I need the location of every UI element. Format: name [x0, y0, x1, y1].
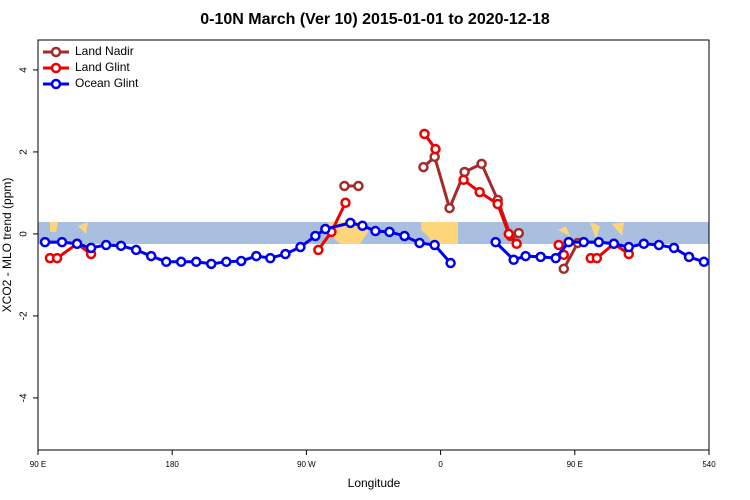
- data-point: [553, 239, 564, 251]
- data-point: [265, 252, 276, 264]
- data-point: [458, 174, 469, 186]
- data-point: [295, 241, 306, 253]
- data-point: [235, 255, 247, 267]
- x-tick-label: 540: [702, 460, 716, 469]
- land-africa: [421, 222, 458, 244]
- data-point: [56, 236, 68, 248]
- data-point: [384, 226, 395, 238]
- legend-label: Land Nadir: [75, 44, 134, 58]
- data-point: [115, 240, 127, 252]
- x-tick-label: 180: [166, 460, 180, 469]
- data-point: [145, 250, 157, 262]
- data-point: [175, 256, 187, 268]
- data-point: [357, 220, 368, 231]
- data-point: [160, 256, 172, 268]
- data-point: [221, 256, 232, 268]
- data-point: [310, 230, 321, 242]
- legend-label: Ocean Glint: [75, 76, 139, 90]
- data-point: [280, 248, 291, 260]
- data-point: [444, 202, 455, 214]
- legend-label: Land Glint: [75, 60, 130, 74]
- data-point: [445, 257, 456, 269]
- data-point: [418, 161, 429, 173]
- legend-marker: [50, 46, 62, 58]
- data-point: [492, 198, 503, 210]
- y-tick-label: -4: [19, 393, 30, 402]
- data-point: [51, 252, 63, 264]
- data-point: [520, 250, 531, 262]
- data-point: [511, 238, 522, 250]
- data-point: [345, 217, 356, 229]
- x-tick-label: 90 E: [30, 460, 46, 469]
- data-point: [430, 143, 441, 155]
- data-point: [558, 263, 570, 275]
- data-point: [429, 239, 440, 251]
- data-point: [474, 186, 485, 198]
- data-point: [419, 128, 430, 140]
- x-tick-label: 90 W: [297, 460, 316, 469]
- data-point: [100, 239, 112, 251]
- data-point: [698, 256, 710, 268]
- data-point: [638, 238, 650, 250]
- y-tick-label: 4: [19, 67, 30, 73]
- data-point: [593, 236, 605, 248]
- data-point: [653, 239, 665, 251]
- data-point: [508, 254, 519, 266]
- data-point: [353, 180, 364, 192]
- x-tick-label: 90 E: [567, 460, 583, 469]
- y-axis-label: XCO2 - MLO trend (ppm): [0, 178, 14, 313]
- data-point: [683, 251, 695, 263]
- data-point: [535, 251, 546, 263]
- data-point: [399, 230, 410, 242]
- data-point: [490, 236, 501, 248]
- data-point: [608, 238, 620, 250]
- y-tick-label: 2: [19, 149, 30, 155]
- y-tick-label: 0: [19, 231, 30, 237]
- plot-frame: [37, 39, 710, 451]
- data-point: [340, 197, 351, 209]
- data-point: [39, 236, 51, 248]
- x-tick-label: 0: [438, 460, 443, 469]
- data-point: [578, 236, 589, 248]
- y-tick-label: -2: [19, 311, 30, 320]
- x-axis-label: Longitude: [348, 476, 401, 490]
- data-point: [85, 242, 97, 254]
- data-point: [503, 228, 514, 240]
- data-point: [550, 252, 561, 264]
- data-point: [320, 223, 331, 235]
- data-point: [130, 244, 142, 256]
- data-point: [251, 250, 262, 262]
- data-point: [190, 256, 202, 268]
- data-point: [513, 227, 524, 239]
- data-point: [591, 252, 603, 264]
- chart-title: 0-10N March (Ver 10) 2015-01-01 to 2020-…: [200, 11, 550, 28]
- data-point: [370, 225, 381, 237]
- data-point: [206, 258, 217, 270]
- data-point: [313, 244, 324, 256]
- legend-marker: [50, 78, 62, 90]
- data-point: [414, 237, 425, 249]
- data-point: [623, 241, 635, 253]
- data-point: [668, 242, 680, 254]
- data-point: [563, 236, 574, 248]
- legend-marker: [50, 62, 62, 74]
- data-point: [476, 158, 487, 170]
- data-point: [339, 180, 350, 192]
- data-point: [71, 238, 83, 250]
